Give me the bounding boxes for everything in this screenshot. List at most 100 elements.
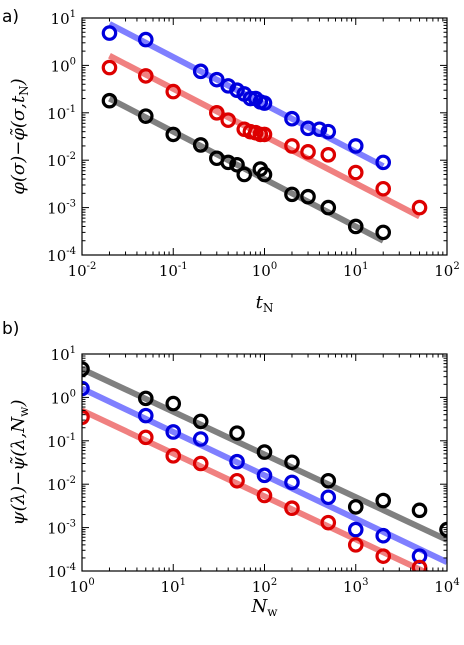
x-tick-label: 10-2 [68, 261, 97, 280]
y-tick-label: 10-4 [47, 246, 76, 265]
data-point [375, 492, 392, 509]
data-point [375, 224, 392, 241]
y-tick-label: 100 [51, 56, 76, 75]
data-point [347, 521, 364, 538]
data-point [165, 83, 182, 100]
y-tick-label: 10-2 [47, 151, 76, 170]
data-point [300, 144, 316, 160]
data-point [411, 559, 428, 571]
plot-area [82, 361, 447, 571]
data-point [320, 123, 337, 140]
data-point [101, 25, 118, 41]
x-tick-label: 101 [343, 261, 368, 280]
data-point [320, 146, 337, 163]
x-tick-label: 100 [69, 577, 94, 596]
data-point [284, 110, 300, 127]
data-point [256, 444, 273, 460]
x-tick-label: 104 [434, 577, 459, 596]
y-axis-label: ψ(λ)−ψ̃(λ,Nw) [8, 400, 31, 526]
data-point [137, 429, 154, 446]
fit-line-series-1 [82, 366, 447, 543]
data-point [229, 453, 245, 470]
x-axis-label: tN [256, 292, 274, 315]
data-point [375, 548, 392, 564]
x-tick-label: 100 [252, 261, 277, 280]
data-point [347, 164, 364, 181]
data-point [347, 537, 364, 553]
data-point [192, 431, 209, 447]
data-point [320, 514, 337, 531]
chart-panel-a: 10-2 10-1 100 101 102 10-4 10-3 10-2 10-1 100 101 a… [2, 7, 460, 315]
fit-line-series-2 [108, 53, 421, 220]
data-point [375, 154, 392, 171]
panel-label: b) [2, 319, 19, 339]
data-point [320, 199, 337, 216]
data-point [192, 413, 209, 430]
data-point [375, 180, 392, 197]
data-point [284, 186, 300, 203]
fit-line-series-2 [82, 385, 447, 565]
y-tick-label: 101 [51, 9, 76, 28]
data-point [165, 126, 182, 143]
data-point [165, 424, 182, 440]
data-point [208, 105, 225, 121]
data-point [311, 121, 328, 138]
data-point [411, 199, 428, 216]
x-tick-label: 103 [343, 577, 368, 596]
data-point [220, 154, 236, 171]
data-point [284, 474, 300, 491]
y-tick-label: 10-3 [47, 519, 76, 538]
data-point [284, 138, 300, 154]
data-point [220, 112, 236, 128]
data-point [300, 188, 316, 205]
data-point [137, 31, 154, 48]
x-tick-label: 102 [434, 261, 459, 280]
data-point [192, 63, 209, 80]
data-point [256, 487, 273, 504]
data-point [256, 95, 273, 111]
data-point [347, 138, 364, 154]
data-point [375, 527, 392, 544]
data-point [347, 499, 364, 515]
data-point [101, 59, 118, 76]
data-point [137, 108, 154, 124]
data-point [284, 454, 300, 471]
x-tick-label: 10-1 [159, 261, 188, 280]
data-point [229, 472, 245, 489]
data-point [229, 425, 245, 441]
data-point [256, 467, 273, 484]
data-point [229, 156, 245, 173]
x-tick-label: 101 [161, 577, 186, 596]
data-point [137, 68, 154, 84]
data-point [208, 71, 225, 88]
y-tick-label: 100 [51, 388, 76, 407]
data-point [236, 166, 253, 183]
data-point [284, 500, 300, 516]
y-tick-label: 101 [51, 345, 76, 364]
y-tick-label: 10-4 [47, 562, 76, 581]
data-point [320, 489, 337, 506]
x-axis-label: Nw [250, 596, 278, 619]
fit-line-series-3 [82, 407, 431, 571]
data-point [256, 126, 273, 143]
data-point [192, 137, 209, 153]
data-point [101, 92, 118, 109]
chart-panel-b: 100 101 102 103 104 10-4 10-3 10-2 10-1 100 101 b) N… [2, 319, 460, 619]
data-point [137, 407, 154, 424]
panel-label: a) [2, 7, 19, 27]
data-point [320, 472, 337, 489]
data-point [347, 218, 364, 235]
data-point [137, 390, 154, 407]
y-tick-label: 10-3 [47, 199, 76, 218]
y-tick-label: 10-1 [47, 104, 76, 123]
y-tick-label: 10-1 [47, 432, 76, 451]
data-point [192, 455, 209, 472]
data-point [165, 448, 182, 464]
data-point [165, 395, 182, 412]
data-point [256, 166, 273, 183]
plot-area [101, 21, 428, 244]
x-tick-label: 102 [252, 577, 277, 596]
data-point [411, 502, 428, 519]
y-tick-label: 10-2 [47, 475, 76, 494]
